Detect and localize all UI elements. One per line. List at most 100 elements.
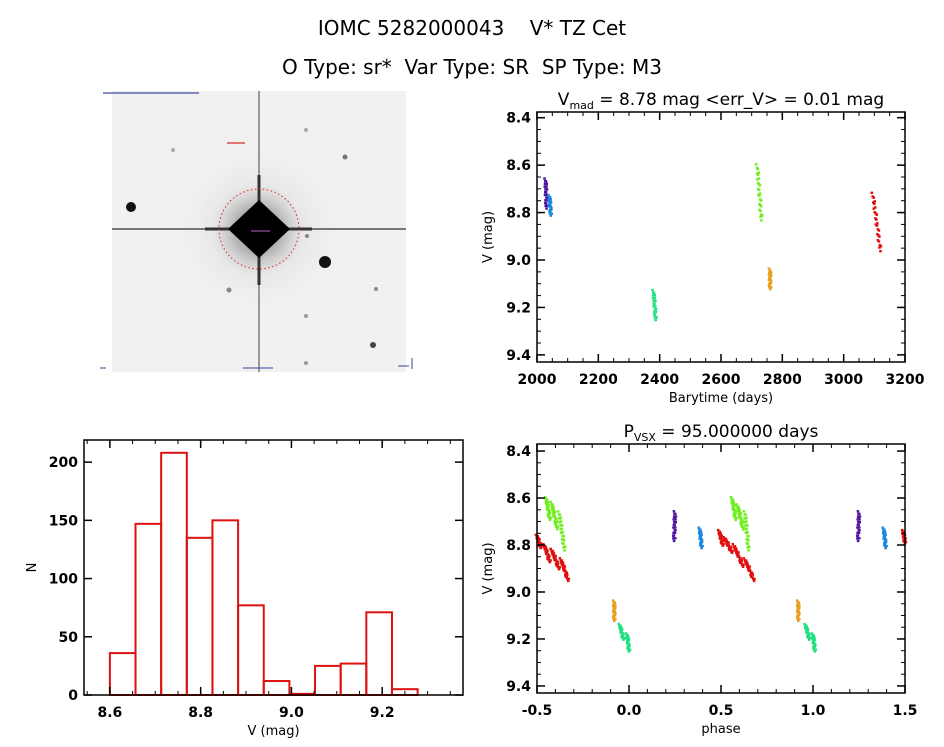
data-point [904, 540, 908, 544]
data-point [652, 291, 656, 294]
title-rest: = 95.000000 days [656, 422, 819, 442]
data-point [811, 637, 814, 640]
y-tick-label: 9.0 [506, 585, 531, 601]
data-point [857, 537, 861, 540]
y-tick-label: 9.0 [506, 253, 531, 269]
data-point [757, 177, 761, 180]
data-point [873, 206, 877, 209]
data-point [673, 523, 676, 527]
data-point [627, 646, 630, 650]
data-point [873, 200, 877, 203]
data-point [719, 537, 723, 540]
data-point [747, 539, 750, 542]
data-point [612, 619, 616, 623]
data-point [813, 650, 817, 653]
data-point [769, 273, 773, 276]
data-point [547, 514, 551, 517]
data-point [738, 509, 741, 513]
data-point [736, 509, 740, 513]
data-point [699, 544, 703, 548]
data-series [870, 191, 883, 253]
data-point [539, 546, 542, 550]
data-point [653, 316, 657, 319]
data-point [731, 549, 734, 553]
data-point [551, 553, 554, 556]
data-point [735, 503, 738, 506]
data-point [554, 558, 557, 561]
data-point [872, 202, 876, 205]
data-point [563, 545, 567, 549]
data-point [758, 184, 762, 187]
data-point [547, 504, 550, 507]
data-point [742, 525, 746, 529]
data-point [812, 640, 816, 643]
data-point [546, 508, 550, 511]
lightcurve-axes-frame [536, 111, 906, 363]
data-point [796, 615, 800, 619]
data-point [556, 564, 559, 567]
data-point [737, 505, 740, 508]
data-point [545, 500, 549, 503]
data-point [556, 565, 560, 569]
data-point [796, 610, 800, 613]
data-point [753, 577, 756, 581]
data-point [795, 604, 799, 608]
data-point [546, 506, 550, 509]
data-point [672, 534, 676, 537]
x-tick-label: 1.0 [801, 703, 826, 719]
data-point [552, 553, 556, 556]
data-point [562, 542, 565, 545]
data-point [699, 535, 702, 539]
data-point [558, 566, 561, 569]
data-point [544, 190, 548, 194]
aperture-circle [218, 188, 300, 270]
data-point [748, 569, 752, 572]
data-point [549, 208, 553, 211]
data-point [734, 549, 737, 552]
data-point [730, 551, 734, 554]
data-point [857, 512, 861, 516]
data-point [878, 235, 881, 238]
data-point [877, 229, 881, 232]
data-point [746, 542, 749, 545]
data-point [870, 191, 874, 194]
data-point [760, 214, 764, 217]
data-point [700, 546, 703, 550]
data-point [697, 532, 701, 535]
data-point [543, 544, 547, 548]
data-point [808, 638, 811, 641]
data-point [549, 516, 552, 519]
title-subscript: VSX [634, 431, 657, 444]
data-point [856, 510, 860, 513]
data-point [673, 515, 677, 518]
data-point [628, 643, 631, 646]
data-point [551, 503, 554, 506]
data-point [624, 632, 628, 635]
data-point [565, 571, 569, 574]
x-axis-label: phase [701, 722, 740, 737]
data-point [807, 633, 811, 637]
data-point [612, 615, 616, 619]
data-point [563, 567, 566, 570]
data-point [544, 180, 548, 183]
data-point [672, 537, 675, 540]
data-point [746, 524, 749, 527]
data-point [701, 544, 704, 548]
data-point [721, 539, 724, 543]
data-point [699, 542, 703, 546]
data-point [729, 496, 733, 499]
data-point [768, 276, 772, 280]
data-point [612, 603, 616, 606]
data-point [858, 529, 861, 532]
data-point [718, 531, 722, 535]
data-point [812, 641, 816, 645]
data-point [534, 533, 538, 537]
data-point [560, 563, 564, 566]
data-point [567, 577, 571, 581]
histogram-bar [365, 611, 393, 697]
data-point [724, 538, 728, 542]
data-point [614, 606, 617, 610]
data-point [548, 560, 552, 564]
data-point [548, 197, 552, 201]
